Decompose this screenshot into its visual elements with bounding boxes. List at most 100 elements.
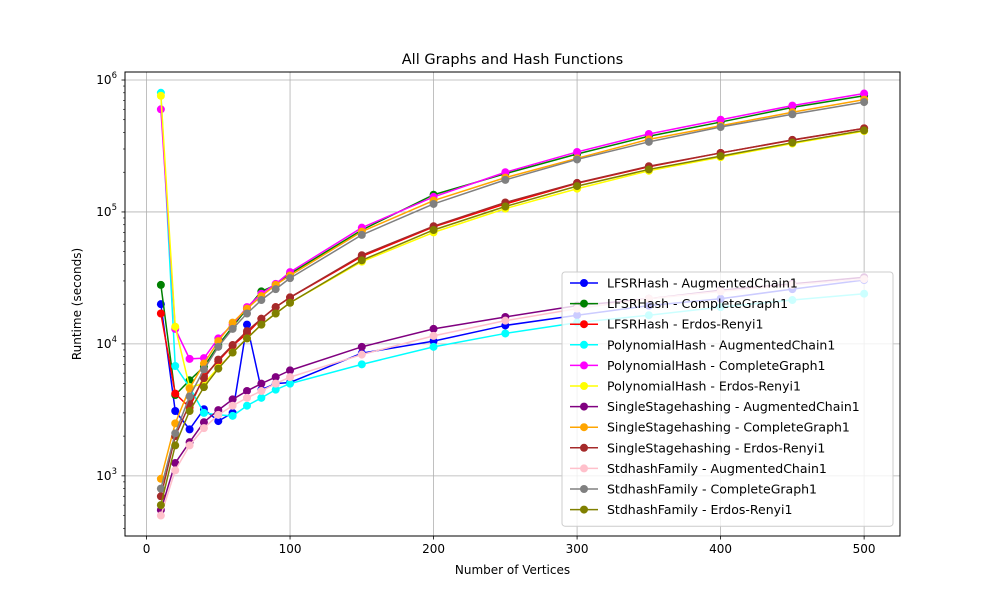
data-point [357, 342, 366, 351]
x-axis-label: Number of Vertices [455, 563, 570, 577]
data-point [271, 373, 280, 382]
legend-item: LFSRHash - CompleteGraph1 [570, 296, 788, 311]
data-point [501, 202, 510, 211]
data-point [716, 152, 725, 161]
legend-item: PolynomialHash - CompleteGraph1 [570, 358, 825, 373]
series-line [160, 129, 865, 506]
data-point [286, 298, 295, 307]
series-10 [156, 98, 869, 493]
series-11 [156, 126, 869, 510]
legend-item: SingleStagehashing - AugmentedChain1 [570, 399, 860, 414]
legend-box [561, 271, 894, 527]
data-point [228, 401, 237, 410]
data-point [716, 123, 725, 132]
data-point [242, 401, 251, 410]
data-point [429, 342, 438, 351]
data-point [185, 407, 194, 416]
x-tick-label: 400 [709, 542, 732, 556]
data-point [788, 138, 797, 147]
data-point [286, 274, 295, 283]
data-point [185, 425, 194, 434]
data-point [228, 324, 237, 333]
y-tick-base: 10 [96, 337, 111, 351]
data-point [228, 395, 237, 404]
legend-label: PolynomialHash - AugmentedChain1 [607, 337, 835, 352]
legend-marker [580, 443, 588, 452]
data-point [171, 459, 180, 468]
data-point [171, 419, 180, 428]
data-point [501, 329, 510, 338]
data-point [171, 466, 180, 475]
legend-item: StdhashFamily - AugmentedChain1 [570, 461, 827, 476]
data-point [257, 386, 266, 395]
legend-item: PolynomialHash - Erdos-Renyi1 [570, 379, 801, 394]
data-point [185, 384, 194, 393]
data-point [257, 320, 266, 329]
data-point [429, 324, 438, 333]
data-point [214, 410, 223, 419]
data-point [199, 383, 208, 392]
y-tick-base: 10 [96, 205, 111, 219]
data-point [185, 441, 194, 450]
data-point [257, 379, 266, 388]
data-point [171, 429, 180, 438]
legend-marker [580, 320, 588, 329]
data-point [573, 182, 582, 191]
data-point [199, 365, 208, 374]
data-point [185, 392, 194, 401]
data-point [171, 441, 180, 450]
data-point [271, 379, 280, 388]
legend-label: LFSRHash - CompleteGraph1 [607, 296, 788, 311]
data-point [573, 155, 582, 164]
data-point [644, 165, 653, 174]
y-tick-exponent: 4 [112, 335, 117, 345]
data-point [429, 225, 438, 234]
y-tick-base: 10 [96, 73, 111, 87]
y-tick-base: 10 [96, 469, 111, 483]
data-point [199, 418, 208, 427]
y-tick-exponent: 5 [112, 203, 117, 213]
legend-label: LFSRHash - Erdos-Renyi1 [607, 317, 764, 332]
y-tick-label: 104 [96, 335, 117, 351]
data-point [214, 417, 223, 426]
x-axis-ticks: 0 100 200 300 400 500 [143, 536, 876, 556]
legend-label: SingleStagehashing - AugmentedChain1 [607, 399, 860, 414]
legend: LFSRHash - AugmentedChain1 LFSRHash - Com… [561, 271, 894, 527]
legend-label: SingleStagehashing - CompleteGraph1 [607, 420, 850, 435]
data-point [242, 320, 251, 329]
x-tick-label: 0 [143, 542, 151, 556]
data-point [644, 137, 653, 146]
data-point [501, 316, 510, 325]
data-point [242, 327, 251, 336]
series-line [160, 101, 865, 489]
legend-item: LFSRHash - Erdos-Renyi1 [570, 317, 764, 332]
legend-marker [580, 382, 588, 390]
data-point [860, 126, 869, 135]
y-axis-label: Runtime (seconds) [70, 248, 84, 360]
data-point [171, 389, 180, 398]
legend-marker [580, 299, 588, 308]
data-point [214, 364, 223, 373]
data-point [357, 360, 366, 369]
data-point [271, 385, 280, 394]
data-point [716, 115, 725, 124]
legend-marker [580, 279, 588, 287]
data-point [171, 407, 180, 416]
legend-item: PolynomialHash - AugmentedChain1 [570, 337, 835, 352]
data-point [357, 256, 366, 265]
legend-marker [580, 340, 588, 349]
data-point [228, 411, 237, 420]
data-point [242, 393, 251, 402]
legend-marker [580, 505, 588, 514]
data-point [286, 366, 295, 375]
series-4 [156, 89, 869, 363]
y-tick-exponent: 6 [112, 71, 117, 81]
legend-marker [580, 464, 588, 473]
data-point [429, 331, 438, 340]
x-tick-label: 100 [279, 542, 302, 556]
data-point [429, 199, 438, 208]
legend-label: PolynomialHash - CompleteGraph1 [607, 358, 825, 373]
data-point [242, 386, 251, 395]
data-point [257, 393, 266, 402]
data-point [185, 354, 194, 363]
